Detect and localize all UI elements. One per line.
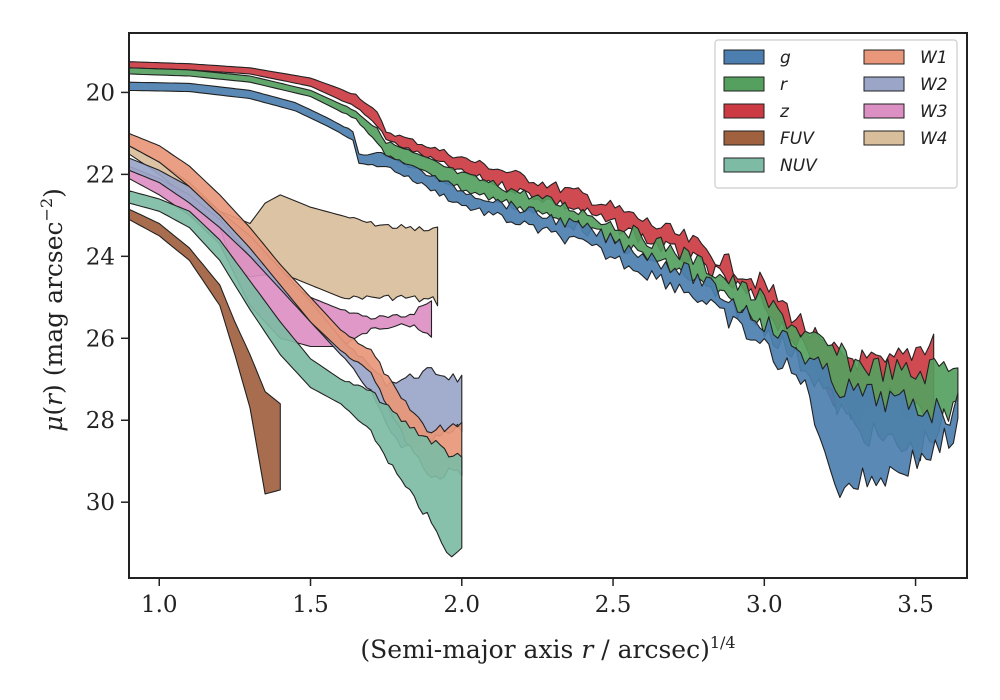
x-tick-label: 3.0 [746, 592, 783, 618]
legend-swatch-w1 [863, 49, 905, 65]
area-fuv [129, 208, 281, 495]
band-profile-areas [129, 61, 959, 558]
area-nuv [129, 190, 463, 558]
legend-swatch-nuv [723, 157, 765, 173]
x-tick-label: 2.5 [595, 592, 632, 618]
legend-swatch-g [723, 49, 765, 65]
x-tick-label: 1.5 [292, 592, 329, 618]
legend-swatch-w4 [863, 130, 905, 146]
y-tick-label: 28 [86, 408, 115, 434]
y-tick-label: 20 [86, 80, 115, 106]
legend-items: grz FUV NUV W1 W2 W3 W4 [723, 48, 948, 176]
legend-swatch-w3 [863, 103, 905, 119]
legend-swatch-fuv [723, 130, 765, 146]
legend-label-g: g [780, 48, 791, 68]
legend-label-r: r [780, 75, 788, 95]
x-axis-label: (Semi-major axis r / arcsec)1/4 [360, 633, 735, 664]
legend-label-w1: W1 [920, 48, 948, 68]
x-tick-label: 2.0 [443, 592, 480, 618]
legend-label-w3: W3 [920, 102, 948, 122]
y-tick-label: 24 [86, 244, 115, 270]
legend-label-w2: W2 [920, 75, 948, 95]
y-axis-label: μ(r) (mag arcsec−2) [37, 188, 68, 432]
legend-label-fuv: FUV [780, 129, 815, 149]
legend-swatch-w2 [863, 76, 905, 92]
legend-label-z: z [779, 102, 790, 122]
x-axis-ticks: 1.0 1.5 2.0 2.5 3.0 3.5 [141, 578, 934, 618]
legend-swatch-z [723, 103, 765, 119]
y-tick-label: 30 [86, 490, 115, 516]
plot-frame [128, 32, 968, 579]
legend-label-nuv: NUV [780, 156, 818, 176]
area-g [129, 81, 959, 499]
legend-swatch-r [723, 76, 765, 92]
legend-label-w4: W4 [920, 129, 948, 149]
legend: grz FUV NUV W1 W2 W3 W4 [714, 39, 958, 189]
y-tick-label: 26 [86, 326, 115, 352]
y-tick-label: 22 [86, 162, 115, 188]
x-tick-label: 1.0 [141, 592, 178, 618]
y-axis-ticks: 20 22 24 26 28 30 [86, 80, 129, 516]
x-tick-label: 3.5 [897, 592, 934, 618]
